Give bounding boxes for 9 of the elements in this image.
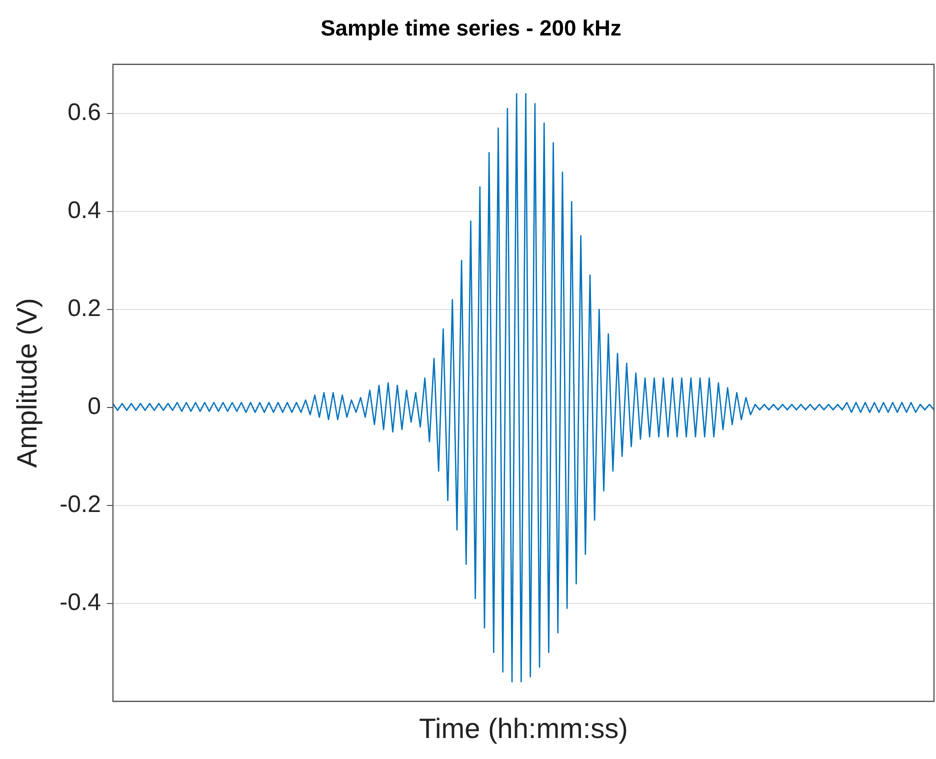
y-axis-title: Amplitude (V): [12, 298, 43, 468]
y-tick-label: -0.2: [60, 491, 101, 518]
x-axis-title: Time (hh:mm:ss): [418, 712, 628, 744]
chart-title: Sample time series - 200 kHz: [320, 15, 622, 40]
y-tick-label: 0.4: [68, 197, 101, 224]
y-tick-label: -0.4: [60, 589, 101, 616]
y-tick-label: 0.2: [68, 295, 101, 322]
y-tick-label: 0: [88, 393, 101, 420]
y-tick-label: 0.6: [68, 99, 101, 126]
